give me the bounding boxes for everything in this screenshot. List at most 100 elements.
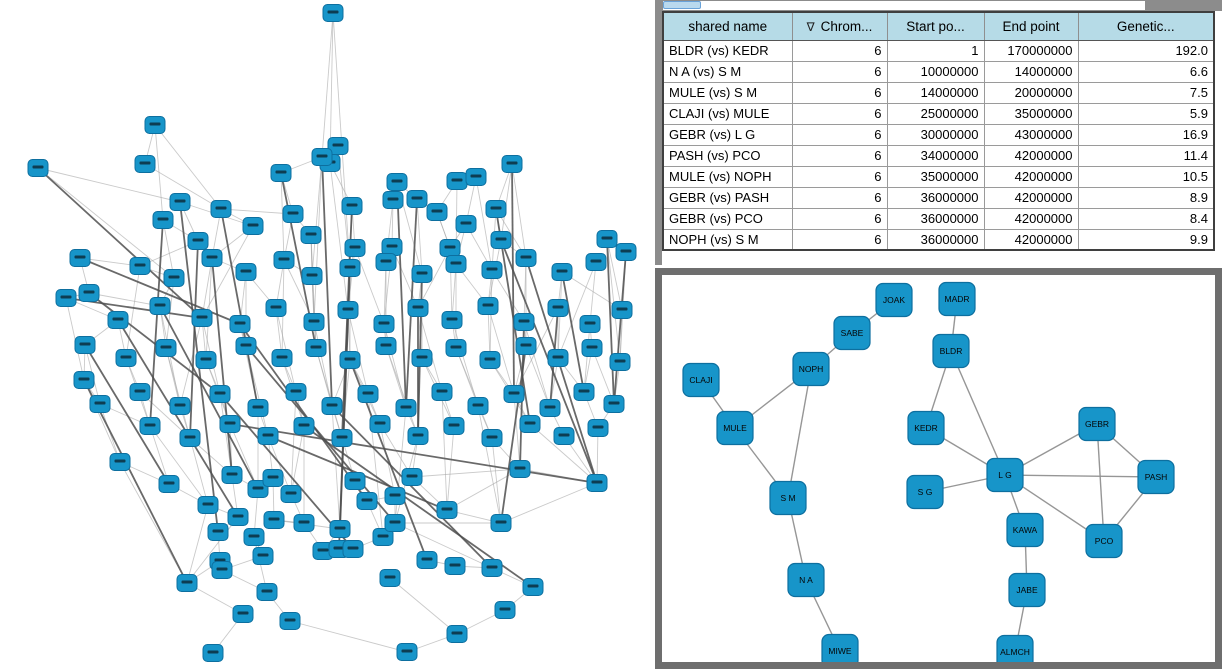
table-cell[interactable]: 11.4 (1077, 144, 1215, 167)
filter-icon[interactable]: ∇ (806, 19, 815, 34)
network-node[interactable] (1006, 512, 1044, 548)
network-node[interactable] (1008, 572, 1046, 608)
table-row[interactable]: GEBR (vs) PCO 6 36000000 42000000 8.4 (662, 207, 1215, 230)
table-cell[interactable]: 42000000 (983, 165, 1079, 188)
table-row[interactable]: CLAJI (vs) MULE 6 25000000 35000000 5.9 (662, 102, 1215, 125)
table-cell[interactable]: 1 (886, 39, 985, 62)
network-node[interactable] (821, 633, 859, 663)
table-cell[interactable]: 192.0 (1077, 39, 1215, 62)
table-row[interactable]: MULE (vs) NOPH 6 35000000 42000000 10.5 (662, 165, 1215, 188)
table-cell[interactable]: NOPH (vs) S M (662, 228, 793, 251)
network-node[interactable] (906, 474, 944, 510)
table-cell[interactable]: 36000000 (886, 228, 985, 251)
network-node[interactable] (907, 410, 945, 446)
table-cell[interactable]: 6 (791, 144, 888, 167)
table-row[interactable]: BLDR (vs) KEDR 6 1 170000000 192.0 (662, 39, 1215, 62)
column-header-shared-name[interactable]: shared name (662, 11, 793, 41)
table-cell[interactable]: 34000000 (886, 144, 985, 167)
node-label: L G (998, 470, 1011, 480)
network-node[interactable] (1085, 523, 1123, 559)
table-cell[interactable]: GEBR (vs) PCO (662, 207, 793, 230)
network-edge (385, 345, 419, 437)
network-node[interactable] (986, 457, 1024, 493)
table-row[interactable]: MULE (vs) S M 6 14000000 20000000 7.5 (662, 81, 1215, 104)
overview-network-canvas[interactable] (0, 0, 655, 669)
node-label-smudge (590, 259, 602, 263)
table-row[interactable]: PASH (vs) PCO 6 34000000 42000000 11.4 (662, 144, 1215, 167)
table-row[interactable]: GEBR (vs) L G 6 30000000 43000000 16.9 (662, 123, 1215, 146)
table-cell[interactable]: 8.4 (1077, 207, 1215, 230)
table-cell[interactable]: 7.5 (1077, 81, 1215, 104)
network-node[interactable] (833, 315, 871, 351)
network-node[interactable] (875, 282, 913, 318)
table-cell[interactable]: 6 (791, 39, 888, 62)
table-cell[interactable]: 20000000 (983, 81, 1079, 104)
table-cell[interactable]: 6.6 (1077, 60, 1215, 83)
table-cell[interactable]: 25000000 (886, 102, 985, 125)
table-cell[interactable]: 8.9 (1077, 186, 1215, 209)
table-cell[interactable]: MULE (vs) NOPH (662, 165, 793, 188)
table-cell[interactable]: 35000000 (886, 165, 985, 188)
table-cell[interactable]: 6 (791, 165, 888, 188)
table-cell[interactable]: 42000000 (983, 186, 1079, 209)
network-node[interactable] (1137, 459, 1175, 495)
network-node[interactable] (996, 634, 1034, 663)
column-header-start-point[interactable]: Start po... (886, 11, 985, 41)
table-cell[interactable]: 42000000 (983, 228, 1079, 251)
table-cell[interactable]: 6 (791, 81, 888, 104)
scrollbar-track[interactable] (663, 1, 1145, 10)
table-cell[interactable]: 9.9 (1077, 228, 1215, 251)
table-cell[interactable]: 170000000 (983, 39, 1079, 62)
network-node[interactable] (1078, 406, 1116, 442)
table-cell[interactable]: 16.9 (1077, 123, 1215, 146)
table-cell[interactable]: CLAJI (vs) MULE (662, 102, 793, 125)
table-cell[interactable]: 6 (791, 207, 888, 230)
network-node[interactable] (716, 410, 754, 446)
table-cell[interactable]: 6 (791, 228, 888, 251)
table-row[interactable]: NOPH (vs) S M 6 36000000 42000000 9.9 (662, 228, 1215, 251)
network-node[interactable] (769, 480, 807, 516)
table-cell[interactable]: 5.9 (1077, 102, 1215, 125)
table-cell[interactable]: MULE (vs) S M (662, 81, 793, 104)
table-cell[interactable]: 36000000 (886, 186, 985, 209)
table-cell[interactable]: 10000000 (886, 60, 985, 83)
column-header-genetic[interactable]: Genetic... (1077, 11, 1215, 41)
column-header-end-point[interactable]: End point (983, 11, 1079, 41)
table-cell[interactable]: BLDR (vs) KEDR (662, 39, 793, 62)
column-header-chromosome[interactable]: ∇ Chrom... (791, 11, 888, 41)
table-cell[interactable]: GEBR (vs) L G (662, 123, 793, 146)
node-label-smudge (495, 237, 507, 241)
table-cell[interactable]: 42000000 (983, 144, 1079, 167)
table-cell[interactable]: 14000000 (983, 60, 1079, 83)
node-label-smudge (276, 355, 288, 359)
table-cell[interactable]: 6 (791, 102, 888, 125)
node-label-smudge (262, 433, 274, 437)
network-node[interactable] (787, 562, 825, 598)
table-cell[interactable]: 6 (791, 186, 888, 209)
network-node[interactable] (792, 351, 830, 387)
network-edge (321, 12, 334, 158)
table-cell[interactable]: GEBR (vs) PASH (662, 186, 793, 209)
network-edge (606, 238, 621, 363)
network-edge (589, 261, 597, 325)
table-cell[interactable]: 10.5 (1077, 165, 1215, 188)
table-cell[interactable]: 30000000 (886, 123, 985, 146)
scrollbar-thumb[interactable] (663, 1, 701, 9)
table-cell[interactable]: 36000000 (886, 207, 985, 230)
table-row[interactable]: N A (vs) S M 6 10000000 14000000 6.6 (662, 60, 1215, 83)
table-horizontal-scrollbar[interactable] (655, 0, 1222, 11)
table-cell[interactable]: N A (vs) S M (662, 60, 793, 83)
detail-network-canvas[interactable]: JOAK SABE NOPH CLAJI MULE S M N A MIWE MADR BLDR K… (662, 275, 1215, 662)
table-cell[interactable]: 43000000 (983, 123, 1079, 146)
table-cell[interactable]: 14000000 (886, 81, 985, 104)
network-node[interactable] (932, 333, 970, 369)
node-label-smudge (591, 480, 603, 484)
network-node[interactable] (682, 362, 720, 398)
table-cell[interactable]: 35000000 (983, 102, 1079, 125)
table-row[interactable]: GEBR (vs) PASH 6 36000000 42000000 8.9 (662, 186, 1215, 209)
table-cell[interactable]: 6 (791, 123, 888, 146)
table-cell[interactable]: 42000000 (983, 207, 1079, 230)
table-cell[interactable]: 6 (791, 60, 888, 83)
table-cell[interactable]: PASH (vs) PCO (662, 144, 793, 167)
network-node[interactable] (938, 281, 976, 317)
